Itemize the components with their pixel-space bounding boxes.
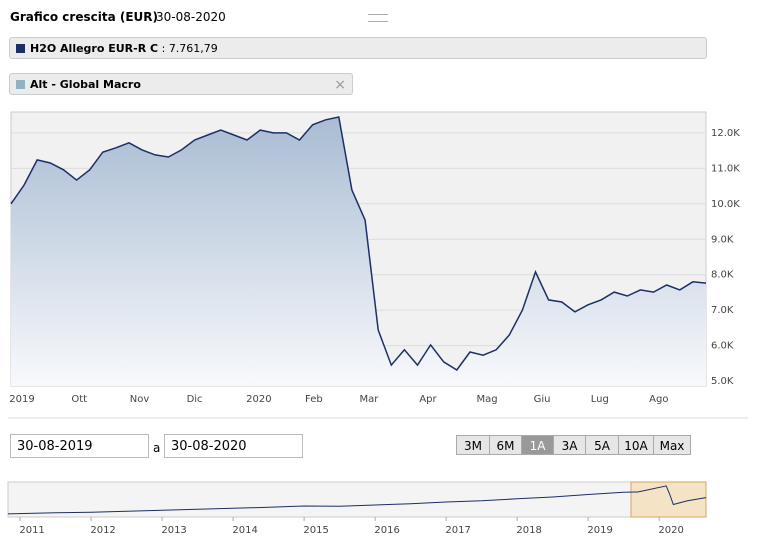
date-from[interactable]: 30-08-2019 [10,434,149,458]
close[interactable]: × [334,77,346,93]
range-button[interactable]: 3A [553,435,586,455]
navigator-tick-label: 2019 [587,525,612,536]
legend-item: Alt - Global Macro × [9,73,353,95]
navigator-tick-label: 2011 [19,525,44,536]
legend-label: H2O Allegro EUR-R C [30,42,159,55]
date: 30-08-2020 [156,10,226,24]
range-button[interactable]: Max [653,435,691,455]
range-button[interactable]: 3M [456,435,490,455]
navigator-tick-label: 2018 [516,525,541,536]
navigator-line [7,485,707,515]
x-tick-label: Dic [187,394,203,405]
y-tick-label: 8.0K [711,270,734,281]
navigator-tick-label: 2012 [90,525,115,536]
range-button[interactable]: 1A [521,435,554,455]
navigator-tick-label: 2017 [445,525,470,536]
navigator-tick-label: 2016 [374,525,399,536]
x-tick-label: Ago [649,394,668,405]
separator: a [153,441,161,455]
y-tick-label: 11.0K [711,163,740,174]
y-tick-label: 9.0K [711,234,734,245]
navigator-tick-label: 2015 [303,525,328,536]
x-tick-label: Apr [419,394,437,405]
x-tick-label: Nov [130,394,150,405]
y-tick-label: 10.0K [711,199,740,210]
range-buttons: 3M 6M 1A 3A 5A 10A Max [456,435,691,455]
x-tick-label: Mar [360,394,380,405]
y-tick-label: 12.0K [711,128,740,139]
y-tick-label: 7.0K [711,305,734,316]
legend-item: H2O Allegro EUR-R C : 7.761,79 [9,37,707,59]
y-tick-label: 6.0K [711,341,734,352]
x-tick-label: 2019 [9,394,34,405]
line [10,116,707,372]
menu-icon[interactable] [368,14,388,22]
range-button[interactable]: 6M [489,435,522,455]
navigator-tick-label: 2013 [161,525,186,536]
area [11,117,706,386]
title: Grafico crescita (EUR) [10,10,158,24]
swatch [16,44,25,53]
x-tick-label: Feb [305,394,323,405]
x-tick-label: Giu [534,394,551,405]
y-tick-label: 5.0K [711,376,734,387]
x-tick-label: Lug [591,394,609,405]
swatch [16,80,25,89]
range-button[interactable]: 5A [585,435,619,455]
x-tick-label: Ott [71,394,87,405]
legend-label: Alt - Global Macro [30,78,141,91]
navigator-tick-label: 2014 [232,525,257,536]
x-tick-label: Mag [476,394,497,405]
date-to[interactable]: 30-08-2020 [164,434,303,458]
legend-value: 7.761,79 [168,42,218,55]
range-button[interactable]: 10A [618,435,654,455]
x-tick-label: 2020 [246,394,271,405]
navigator-tick-label: 2020 [658,525,683,536]
